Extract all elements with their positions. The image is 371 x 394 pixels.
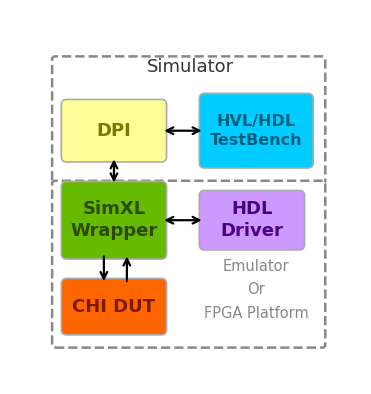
FancyBboxPatch shape <box>199 190 305 250</box>
FancyBboxPatch shape <box>61 181 167 259</box>
FancyBboxPatch shape <box>61 279 167 335</box>
Text: DPI: DPI <box>96 122 131 140</box>
Text: HVL/HDL
TestBench: HVL/HDL TestBench <box>210 114 303 147</box>
FancyBboxPatch shape <box>52 181 325 348</box>
Text: CHI DUT: CHI DUT <box>72 298 155 316</box>
Text: SimXL
Wrapper: SimXL Wrapper <box>70 200 158 240</box>
FancyBboxPatch shape <box>61 99 167 162</box>
Text: HDL
Driver: HDL Driver <box>220 200 283 240</box>
Text: Emulator
Or
FPGA Platform: Emulator Or FPGA Platform <box>204 259 309 321</box>
FancyBboxPatch shape <box>52 56 325 184</box>
FancyBboxPatch shape <box>199 93 313 168</box>
Text: Simulator: Simulator <box>147 58 234 76</box>
